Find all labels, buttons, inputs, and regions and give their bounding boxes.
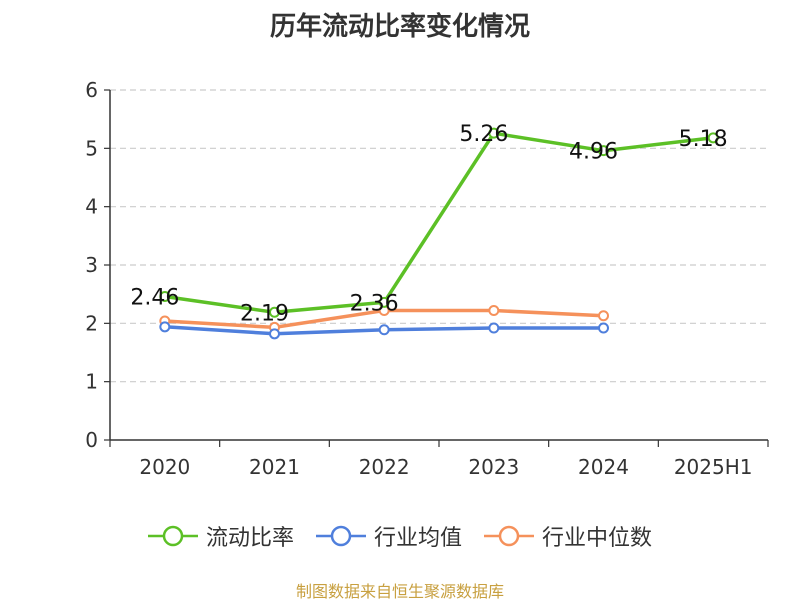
y-tick-label: 1 [85, 370, 98, 394]
y-tick-label: 6 [85, 78, 98, 102]
data-point [269, 306, 280, 318]
x-tick-label: 2024 [578, 455, 629, 479]
data-point [159, 321, 171, 333]
data-point [598, 310, 609, 322]
data-label: 5.26 [459, 122, 508, 147]
x-tick-label: 2022 [359, 455, 410, 479]
data-label: 4.96 [569, 140, 618, 165]
legend-item-current-ratio[interactable]: 流动比率 [147, 520, 294, 552]
data-point [707, 132, 719, 144]
legend-label: 行业中位数 [542, 526, 653, 551]
data-label: 2.36 [350, 291, 399, 316]
data-point [269, 328, 280, 340]
legend-label: 流动比率 [205, 526, 294, 551]
legend-item-industry-mean[interactable]: 行业均值 [315, 520, 462, 552]
data-point [378, 296, 390, 308]
data-label: 2.19 [240, 301, 289, 326]
source-note: 制图数据来自恒生聚源数据库 [295, 582, 504, 601]
gridlines [110, 89, 768, 383]
data-point [598, 145, 609, 157]
y-tick-label: 0 [85, 428, 98, 452]
data-label: 2.46 [130, 286, 179, 311]
x-tick-label: 2020 [139, 455, 190, 479]
y-tick-label: 5 [85, 136, 98, 160]
legend-line-marker-icon [315, 525, 366, 547]
chart-title: 历年流动比率变化情况 [269, 12, 530, 42]
axes: 0 1 2 3 4 5 6 2020 2021 2022 2023 2024 2025H1 [85, 78, 769, 479]
series-line [164, 131, 714, 315]
y-tick-label: 2 [85, 311, 98, 335]
data-point [159, 291, 171, 302]
series [159, 127, 719, 340]
legend-line-marker-icon [484, 525, 534, 547]
data-labels: 2.46 2.19 2.36 5.26 4.96 5.18 [130, 122, 727, 326]
x-tick-label: 2023 [468, 455, 519, 479]
data-point [488, 305, 500, 316]
legend-label: 行业均值 [373, 526, 462, 551]
data-point [488, 127, 500, 139]
y-tick-label: 4 [85, 195, 98, 219]
y-tick-label: 3 [85, 253, 98, 277]
legend-item-industry-median[interactable]: 行业中位数 [484, 520, 652, 552]
data-point [488, 322, 500, 334]
x-tick-label: 2025H1 [674, 455, 753, 479]
legend-line-marker-icon [147, 525, 198, 547]
data-point [598, 322, 609, 334]
x-tick-label: 2021 [249, 455, 300, 479]
data-label: 5.18 [679, 127, 728, 152]
data-point [378, 324, 390, 336]
legend: 流动比率 行业均值 行业中位数 [0, 520, 800, 552]
